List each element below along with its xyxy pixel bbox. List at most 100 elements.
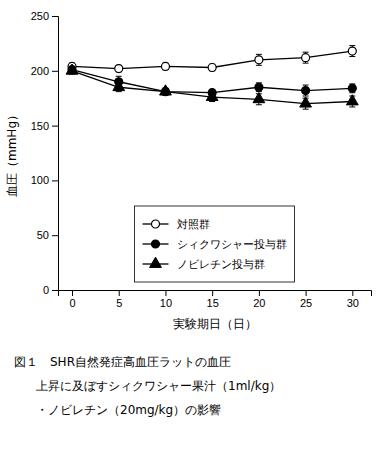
x-tick: 10 [160, 290, 172, 309]
x-tick: 15 [207, 290, 219, 309]
error-cap [116, 91, 122, 92]
x-tick: 30 [347, 290, 359, 309]
x-tick-mark [306, 290, 307, 296]
y-tick-mark [52, 235, 58, 236]
y-tick: 50 [37, 229, 58, 241]
y-tick: 250 [31, 10, 58, 22]
point [160, 85, 172, 95]
point [302, 54, 310, 62]
caption: 図１ SHR自然発症高血圧ラットの血圧 [14, 355, 231, 369]
error-cap [349, 56, 355, 57]
point [66, 64, 78, 74]
x-tick-label: 0 [69, 297, 75, 309]
point [253, 93, 265, 103]
x-tick: 25 [300, 290, 312, 309]
y-tick-label: 50 [37, 229, 49, 241]
x-axis-line [59, 291, 372, 297]
legend-item: ノビレチン投与群 [143, 257, 265, 271]
y-tick-label: 100 [31, 174, 49, 186]
error-bar [349, 84, 355, 93]
x-tick-label: 15 [207, 297, 219, 309]
legend-marker [150, 257, 162, 267]
point [208, 64, 216, 72]
error-cap [256, 54, 262, 55]
legend-box [135, 206, 295, 282]
legend-item: 対照群 [143, 218, 210, 231]
x-tick-label: 5 [116, 297, 122, 309]
error-bar [209, 64, 215, 71]
error-cap [209, 101, 215, 102]
y-tick-mark [52, 71, 58, 72]
x-tick: 20 [253, 290, 265, 309]
y-axis-title: 血圧（mmHg） [5, 109, 19, 197]
error-bar [303, 52, 309, 63]
y-tick-label: 150 [31, 120, 49, 132]
legend-marker [152, 240, 160, 248]
y-axis: 0 50 100 150 200 250 [31, 10, 59, 296]
y-tick: 200 [31, 65, 58, 77]
y-tick: 150 [31, 120, 58, 132]
error-bar [162, 63, 168, 70]
series [68, 46, 356, 73]
error-cap [116, 76, 122, 77]
y-tick-label: 250 [31, 10, 49, 22]
legend-label: シィクワシャー投与群 [177, 238, 287, 251]
point [348, 47, 356, 55]
point [113, 80, 125, 90]
point [206, 90, 218, 100]
x-axis: 0 5 10 15 20 25 30 [59, 290, 372, 309]
point [161, 62, 169, 70]
legend-label: 対照群 [177, 218, 210, 231]
point [115, 65, 123, 73]
x-tick: 0 [69, 290, 75, 309]
y-tick-mark [52, 126, 58, 127]
x-tick-mark [352, 290, 353, 296]
y-tick-mark [52, 180, 58, 181]
x-tick-mark [119, 290, 120, 296]
legend-label: ノビレチン投与群 [177, 258, 265, 271]
series [66, 64, 358, 109]
point [346, 95, 358, 105]
caption: 上昇に及ぼすシィクワシャー果汁（1ml/kg） [36, 379, 281, 393]
y-tick: 0 [43, 284, 58, 296]
legend: 対照群シィクワシャー投与群ノビレチン投与群 [135, 206, 295, 282]
error-cap [303, 109, 309, 110]
error-cap [349, 106, 355, 107]
error-bar [349, 46, 355, 57]
error-cap [303, 63, 309, 64]
caption: ・ノビレチン（20mg/kg）の影響 [36, 403, 221, 417]
error-cap [349, 45, 355, 46]
y-tick-label: 0 [43, 284, 49, 296]
point [302, 87, 310, 95]
y-tick-mark [52, 16, 58, 17]
x-tick-label: 10 [160, 297, 172, 309]
y-tick: 100 [31, 174, 58, 186]
legend-item: シィクワシャー投与群 [143, 238, 287, 251]
x-tick-mark [212, 290, 213, 296]
x-tick: 5 [116, 290, 122, 309]
error-bar [116, 65, 122, 72]
error-cap [256, 65, 262, 66]
y-axis-line [52, 17, 59, 291]
x-axis-title: 実験期日（日） [173, 317, 257, 331]
error-cap [256, 104, 262, 105]
x-tick-label: 20 [253, 297, 265, 309]
y-tick-mark [52, 290, 58, 291]
x-tick-label: 30 [347, 297, 359, 309]
error-bar [303, 85, 309, 96]
y-tick-label: 200 [31, 65, 49, 77]
x-tick-mark [72, 290, 73, 296]
plot-area [66, 46, 358, 110]
x-tick-mark [165, 290, 166, 296]
error-cap [303, 52, 309, 53]
chart: 0 5 10 15 20 25 30 0 50 100 150 200 250 実験期日（日） 血圧（mmH… [0, 0, 385, 475]
error-cap [303, 85, 309, 86]
point [255, 56, 263, 64]
series-line [72, 71, 352, 104]
point [300, 97, 312, 107]
point [348, 84, 356, 92]
point [255, 83, 263, 91]
legend-marker [152, 220, 160, 228]
x-tick-label: 25 [300, 297, 312, 309]
x-tick-mark [259, 290, 260, 296]
